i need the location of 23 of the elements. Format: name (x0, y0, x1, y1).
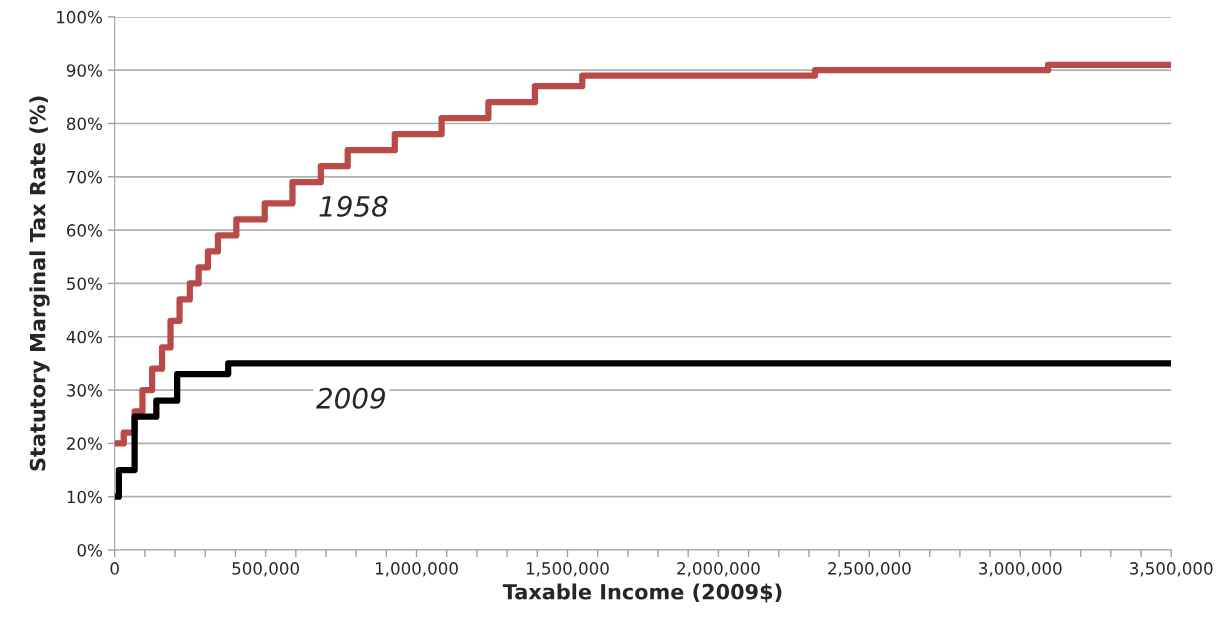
y-tick-label: 100% (57, 10, 102, 24)
annotation: 1958 (319, 195, 388, 217)
y-tick-label: 50% (67, 277, 102, 291)
y-tick-label: 0% (77, 543, 102, 557)
y-tick-label: 80% (66, 117, 102, 131)
x-axis-title: Taxable Income (2009$) (502, 583, 782, 603)
y-tick-label: 60% (66, 224, 102, 237)
y-axis-title: Statutory Marginal Tax Rate (%) (29, 96, 50, 471)
y-tick-label: 40% (66, 330, 102, 344)
x-tick-label: 1,500,000 (526, 562, 609, 577)
y-tick-label: 20% (67, 437, 102, 450)
y-tick-label: 30% (67, 384, 102, 397)
x-tick-label: 0 (110, 562, 119, 575)
x-tick-label: 2,000,000 (677, 562, 760, 577)
x-tick-label: 2,500,000 (828, 562, 911, 577)
x-tick-label: 500,000 (232, 562, 299, 577)
y-tick-label: 10% (67, 490, 102, 504)
y-tick-label: 90% (66, 64, 102, 77)
x-tick-label: 3,000,000 (979, 562, 1062, 577)
annotation: 2009 (316, 387, 385, 409)
x-tick-label: 3,500,000 (1130, 562, 1213, 577)
y-tick-label: 70% (67, 170, 102, 184)
x-tick-label: 1,000,000 (375, 562, 458, 577)
